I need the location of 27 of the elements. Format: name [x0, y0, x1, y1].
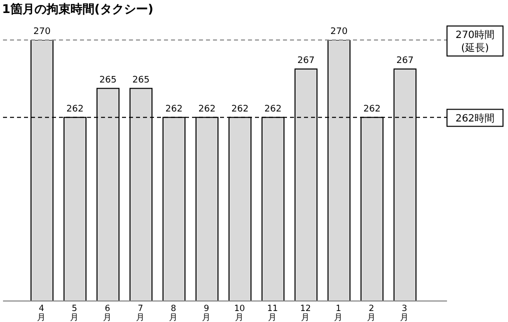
data-label: 267 — [396, 56, 414, 66]
data-label: 265 — [99, 75, 117, 86]
x-tick-label: 12月 — [300, 304, 311, 322]
data-label: 267 — [297, 56, 315, 66]
x-tick-label: 10月 — [234, 304, 245, 322]
data-label: 265 — [132, 75, 150, 86]
data-label: 262 — [264, 104, 282, 114]
data-label: 262 — [66, 104, 84, 114]
x-tick-label: 2月 — [367, 304, 376, 322]
x-tick-label: 7月 — [136, 304, 145, 322]
data-label: 262 — [363, 104, 381, 114]
data-label: 270 — [33, 27, 51, 37]
x-tick-label: 3月 — [400, 304, 409, 322]
x-tick-label: 1月 — [334, 304, 343, 322]
ref-line-label: 262時間 — [455, 112, 495, 124]
data-label: 262 — [198, 104, 216, 114]
data-label: 262 — [231, 104, 249, 114]
x-tick-label: 5月 — [70, 304, 79, 322]
data-label: 262 — [165, 104, 183, 114]
x-tick-label: 9月 — [202, 304, 211, 322]
data-label: 270 — [330, 27, 348, 37]
x-tick-label: 6月 — [103, 304, 112, 322]
x-tick-label: 11月 — [267, 304, 278, 322]
ref-line-label: 270時間 (延長) — [455, 29, 495, 54]
x-tick-label: 4月 — [37, 304, 46, 322]
chart-title: 1箇月の拘束時間(タクシー) — [2, 1, 154, 18]
x-tick-label: 8月 — [169, 304, 178, 322]
